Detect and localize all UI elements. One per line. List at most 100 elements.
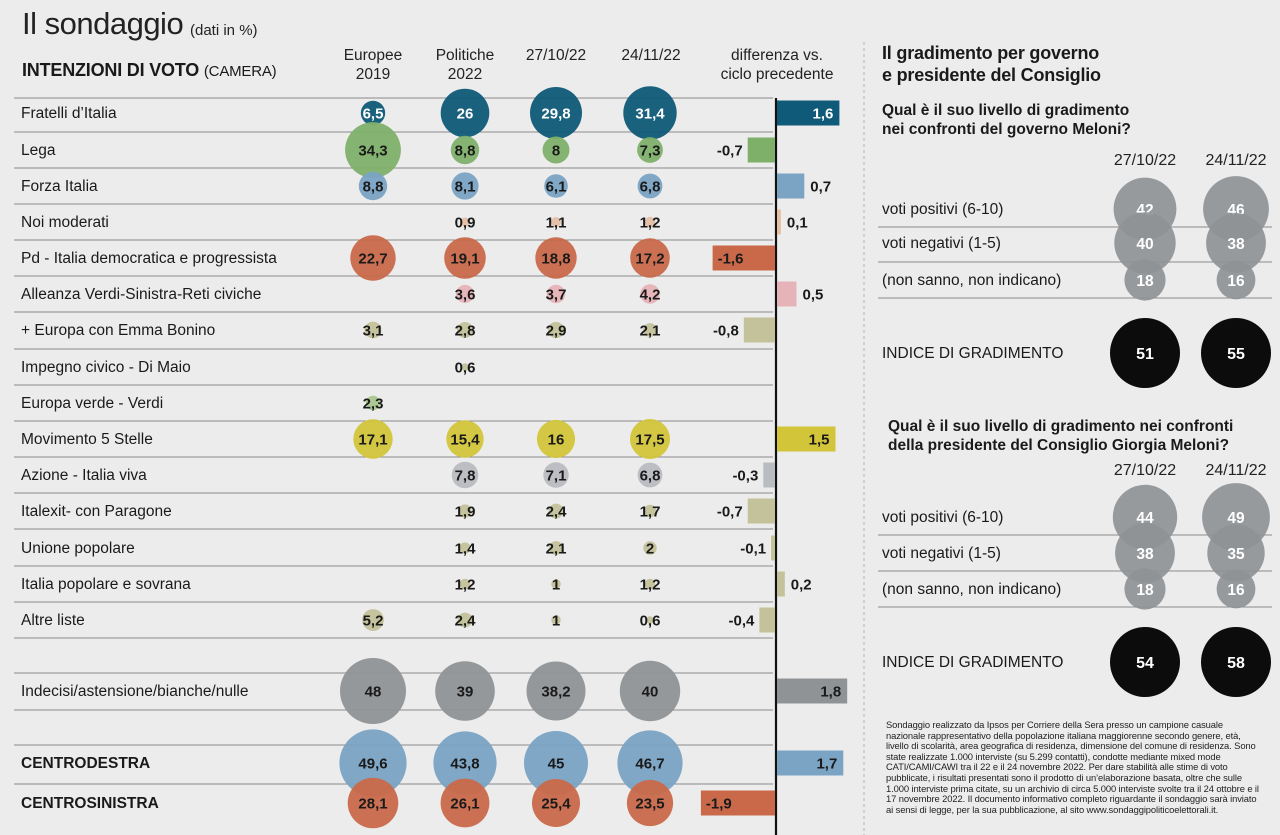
col-line: 24/11/22 [621,47,681,64]
value-bubble [549,541,563,555]
value-label: 17,5 [635,432,664,449]
diff-label: -1,6 [718,251,744,268]
approval-value: 49 [1227,510,1245,527]
right-title-line2: e presidente del Consiglio [882,65,1101,85]
value-bubble [637,137,663,163]
diff-bar [777,100,840,126]
value-bubble [444,237,486,279]
approval-row-label: voti negativi (1-5) [882,235,1001,252]
value-bubble [526,661,586,721]
approval-bubble [1216,569,1256,609]
value-label: 19,1 [450,251,479,268]
row-label: Pd - Italia democratica e progressista [21,250,277,267]
footnote: Sondaggio realizzato da Ipsos per Corrie… [886,719,1259,815]
value-bubble [542,136,570,164]
value-label: 3,1 [363,323,384,340]
approval-row-label: (non sanno, non indicano) [882,272,1061,289]
diff-bar [777,426,836,452]
row-label: Noi moderati [21,214,109,231]
value-bubble [440,778,490,828]
value-bubble [339,729,407,797]
row-label: Indecisi/astensione/bianche/nulle [21,683,249,700]
diff-label: -1,9 [706,796,732,813]
value-bubble [455,284,475,304]
voting-intentions-chart: Fratelli d’Italia 6,5 26 29,8 31,4 1,6 Lega 34,… [14,42,865,835]
value-bubble [643,504,657,518]
row-label: Alleanza Verdi-Sinistra-Reti civiche [21,286,261,303]
value-label: 2,8 [455,323,476,340]
value-bubble [450,135,480,165]
diff-bar [777,750,844,776]
subtitle-note: (CAMERA) [203,63,277,80]
value-label: 0,9 [455,215,476,232]
value-bubble [459,578,471,590]
value-label: 1,1 [546,215,567,232]
value-label: 15,4 [450,432,480,449]
approval-row-label: INDICE DI GRADIMENTO [882,345,1063,362]
approval-value: 18 [1136,273,1154,290]
value-label: 17,2 [635,251,664,268]
question1-line1: Qual è il suo livello di gradimento [882,102,1130,119]
value-bubble [358,171,388,201]
index-bubble [1201,627,1271,697]
value-label: 8,8 [455,143,476,160]
col-line: 2019 [355,66,391,83]
value-bubble [347,777,399,829]
value-label: 8,1 [455,179,476,196]
row-label: Movimento 5 Stelle [21,431,153,448]
value-bubble [535,237,577,279]
value-bubble [619,660,681,722]
diff-bar [771,535,775,561]
value-label: 2,4 [455,613,477,630]
row-label: Azione - Italia viva [21,467,147,484]
title-note: (dati in %) [190,22,258,39]
value-bubble [546,284,566,304]
value-label: 6,5 [363,106,384,123]
approval-value: 38 [1227,236,1245,253]
subtitle-text: INTENZIONI DI VOTO [22,60,200,80]
approval-value: 44 [1136,510,1154,527]
diff-bar [700,790,775,816]
index-label: 55 [1227,346,1245,363]
value-label: 1,9 [455,504,476,521]
value-label: 34,3 [358,143,387,160]
value-label: 6,8 [640,179,661,196]
approval-row-label: voti positivi (6-10) [882,509,1003,526]
value-bubble [630,419,670,459]
q1-date-nov: 24/11/22 [1205,152,1267,169]
value-label: 1 [552,577,560,594]
index-bubble [1110,318,1180,388]
diff-label: -0,7 [717,504,743,521]
right-title-line1: Il gradimento per governo [882,43,1100,63]
value-bubble [461,363,469,371]
diff-label: 1,5 [809,432,830,449]
chart-subtitle: INTENZIONI DI VOTO (CAMERA) [22,60,277,81]
page-title: Il sondaggio [22,6,184,41]
value-label: 7,3 [640,143,661,160]
value-bubble [457,322,473,338]
value-bubble [643,323,657,337]
value-bubble [350,235,396,281]
diff-label: -0,3 [732,468,758,485]
q2-date-oct: 27/10/22 [1113,462,1177,479]
value-label: 1 [552,613,560,630]
value-label: 8,8 [363,179,384,196]
value-label: 1,2 [640,577,661,594]
row-label: + Europa con Emma Bonino [21,322,215,339]
value-bubble [536,419,576,459]
value-label: 3,6 [455,287,476,304]
value-bubble [643,541,657,555]
diff-bar [763,462,775,488]
row-label: Altre liste [21,612,85,629]
value-bubble [543,462,569,488]
column-header-nov: 24/11/22 [596,46,706,65]
approval-value: 16 [1227,582,1245,599]
value-label: 2,1 [546,541,567,558]
approval-bubble [1115,523,1175,583]
approval-row-label: voti negativi (1-5) [882,545,1001,562]
value-label: 28,1 [358,796,387,813]
value-bubble [617,730,683,796]
value-label: 7,8 [455,468,476,485]
value-bubble [626,779,674,827]
diff-label: 1,6 [813,106,834,123]
